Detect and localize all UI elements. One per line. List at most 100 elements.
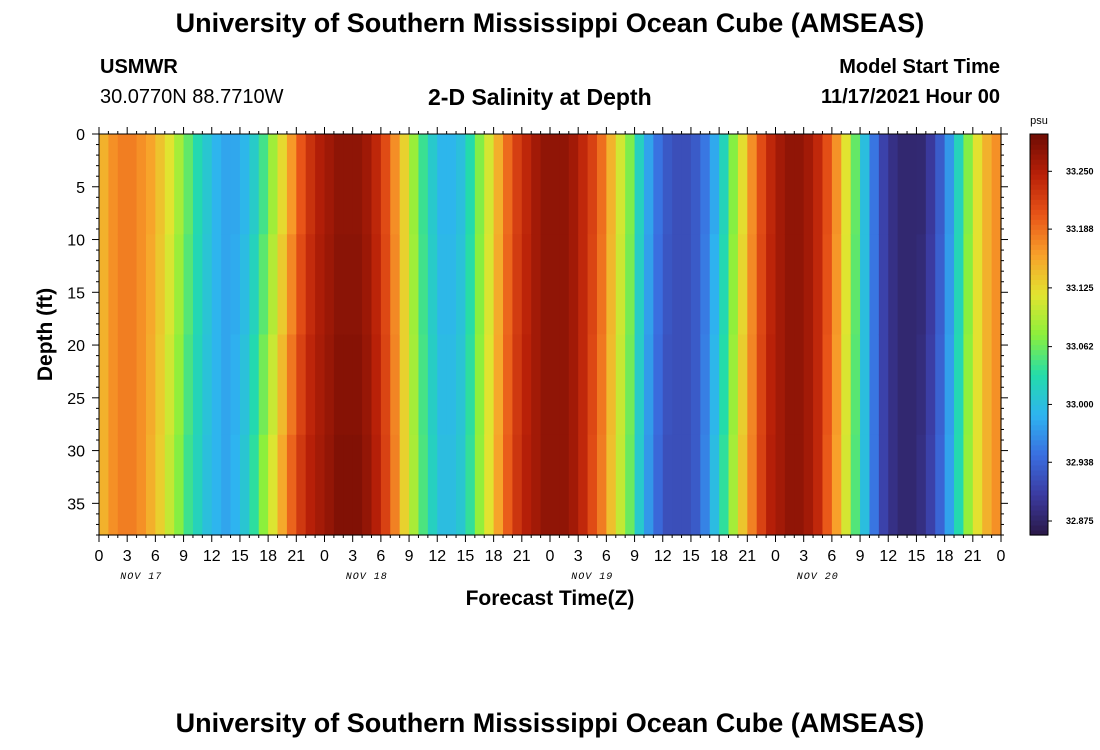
- heatmap-cell: [145, 234, 156, 336]
- heatmap-cell: [99, 134, 109, 235]
- colorbar-segment: [1030, 469, 1048, 476]
- y-tick-label: 30: [67, 444, 85, 461]
- model-start-label: Model Start Time: [839, 56, 1000, 78]
- colorbar-segment: [1030, 309, 1048, 316]
- heatmap-cell: [174, 134, 185, 235]
- heatmap-cell: [850, 434, 861, 536]
- heatmap-cell: [221, 234, 232, 336]
- heatmap-cell: [916, 234, 927, 336]
- colorbar-segment: [1030, 444, 1048, 451]
- heatmap-cell: [653, 334, 664, 436]
- x-tick-label: 15: [682, 548, 700, 565]
- colorbar-segment: [1030, 229, 1048, 235]
- heatmap-cell: [775, 434, 786, 536]
- heatmap-cell: [766, 234, 777, 336]
- heatmap-cell: [568, 334, 579, 436]
- heatmap-cell: [333, 134, 344, 235]
- heatmap-cell: [305, 434, 316, 536]
- heatmap-cell: [164, 234, 175, 336]
- x-tick-label: 0: [546, 548, 555, 565]
- heatmap-cell: [662, 134, 673, 235]
- heatmap-cell: [371, 434, 382, 536]
- heatmap-cell: [249, 234, 260, 336]
- heatmap-cell: [578, 334, 589, 436]
- y-tick-label: 20: [67, 338, 85, 355]
- heatmap-cell: [681, 334, 692, 436]
- colorbar-segment: [1030, 264, 1048, 270]
- heatmap-cell: [362, 134, 373, 235]
- heatmap-cell: [587, 334, 598, 436]
- y-tick-label: 35: [67, 496, 85, 513]
- heatmap-cell: [625, 434, 636, 536]
- heatmap-cell: [183, 234, 194, 336]
- colorbar-segment: [1030, 484, 1048, 491]
- colorbar-segment: [1030, 284, 1048, 290]
- heatmap-cell: [127, 234, 138, 336]
- colorbar-tick-label: 33.062: [1066, 342, 1094, 352]
- heatmap-cell: [935, 434, 946, 536]
- heatmap-cell: [183, 434, 194, 536]
- heatmap-cell: [221, 334, 232, 436]
- heatmap-cell: [202, 434, 213, 536]
- heatmap-cell: [907, 334, 918, 436]
- heatmap-cell: [164, 434, 175, 536]
- heatmap-cell: [944, 334, 955, 436]
- heatmap-cell: [944, 434, 955, 536]
- heatmap-cell: [484, 434, 495, 536]
- heatmap-cell: [653, 234, 664, 336]
- heatmap-cell: [145, 434, 156, 536]
- heatmap-cell: [484, 234, 495, 336]
- heatmap-cell: [531, 434, 542, 536]
- colorbar-segment: [1030, 169, 1048, 175]
- heatmap-cell: [662, 234, 673, 336]
- x-tick-label: 18: [485, 548, 503, 565]
- colorbar-segment: [1030, 394, 1048, 401]
- heatmap-cell: [803, 134, 814, 235]
- heatmap-cell: [972, 434, 983, 536]
- y-tick-label: 25: [67, 391, 85, 408]
- heatmap-cell: [775, 134, 786, 235]
- heatmap-cell: [850, 334, 861, 436]
- heatmap-cell: [596, 234, 607, 336]
- heatmap-cell: [813, 334, 824, 436]
- heatmap-cell: [972, 334, 983, 436]
- heatmap-cell: [606, 434, 617, 536]
- colorbar-segment: [1030, 414, 1048, 421]
- heatmap-cell: [155, 234, 166, 336]
- heatmap-cell: [465, 234, 476, 336]
- colorbar-segment: [1030, 464, 1048, 471]
- x-tick-label: 6: [376, 548, 385, 565]
- heatmap-cell: [756, 234, 767, 336]
- heatmap-cell: [897, 334, 908, 436]
- heatmap-cell: [221, 134, 232, 235]
- heatmap-cell: [813, 134, 824, 235]
- heatmap-cell: [625, 334, 636, 436]
- heatmap-cell: [108, 334, 119, 436]
- y-tick-label: 0: [76, 127, 85, 144]
- colorbar-segment: [1030, 259, 1048, 265]
- heatmap-cell: [362, 334, 373, 436]
- heatmap-cell: [700, 434, 711, 536]
- heatmap-cell: [474, 234, 485, 336]
- heatmap-cell: [427, 234, 438, 336]
- heatmap-cell: [578, 434, 589, 536]
- colorbar-segment: [1030, 434, 1048, 441]
- heatmap-cell: [521, 334, 532, 436]
- heatmap-cell: [803, 334, 814, 436]
- heatmap-cell: [672, 334, 683, 436]
- colorbar-tick-label: 33.188: [1066, 224, 1094, 234]
- heatmap-cell: [568, 134, 579, 235]
- x-tick-label: 15: [908, 548, 926, 565]
- heatmap-cell: [982, 434, 993, 536]
- colorbar-segment: [1030, 329, 1048, 336]
- colorbar-segment: [1030, 254, 1048, 260]
- colorbar-segment: [1030, 174, 1048, 180]
- colorbar-segment: [1030, 139, 1048, 145]
- colorbar-segment: [1030, 524, 1048, 531]
- heatmap-cell: [615, 134, 626, 235]
- heatmap-cell: [737, 434, 748, 536]
- heatmap-cell: [550, 434, 560, 536]
- x-tick-label: 18: [710, 548, 728, 565]
- heatmap-cell: [446, 334, 457, 436]
- colorbar-segment: [1030, 279, 1048, 285]
